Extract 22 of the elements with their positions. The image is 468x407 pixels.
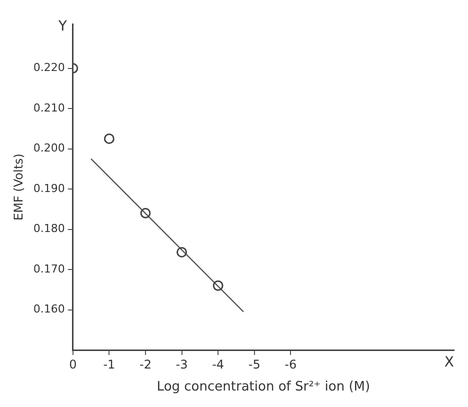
x-tick-label: -5	[248, 357, 260, 372]
x-tick-label: -2	[140, 357, 152, 372]
y-tick-label: 0.210	[33, 101, 65, 114]
y-tick-label: 0.220	[33, 61, 65, 74]
x-tick-label: -4	[212, 357, 224, 372]
x-tick-label: -6	[284, 357, 297, 372]
point	[212, 280, 224, 291]
x-tick-label: 0	[69, 357, 77, 372]
x-axis-title: Log concentration of Sr²⁺ ion (M)	[156, 380, 370, 395]
y-tick-label: 0.200	[33, 142, 65, 155]
y-tick-label: 0.180	[33, 222, 65, 236]
x-tick-label: -3	[176, 357, 188, 372]
point	[176, 246, 188, 258]
text: Y	[57, 18, 68, 35]
point	[140, 208, 151, 218]
point	[104, 133, 114, 144]
y-axis-title: EMF (Volts)	[11, 154, 26, 220]
text: X	[444, 354, 454, 371]
y-tick-label: 0.160	[33, 302, 65, 316]
x-tick-label: -1	[103, 357, 116, 372]
y-tick-label: 0.170	[33, 262, 65, 276]
y-tick-label: 0.190	[33, 182, 65, 195]
